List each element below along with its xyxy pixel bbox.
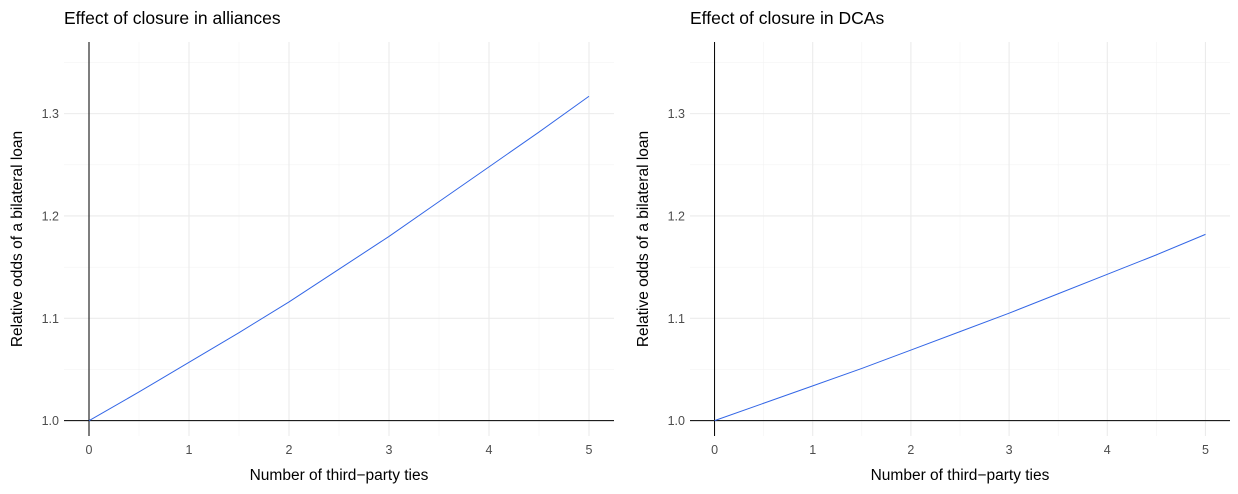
x-tick-label: 4 [486, 443, 493, 457]
x-tick-label: 1 [186, 443, 193, 457]
x-tick-label: 2 [286, 443, 293, 457]
y-tick-label: 1.0 [42, 414, 59, 428]
y-tick-label: 1.2 [42, 209, 59, 223]
chart-panel-dcas: 0 1 2 3 4 5 1.0 1.1 1.2 1.3 Effect of closure in D… [635, 8, 1230, 484]
y-tick-label: 1.3 [668, 107, 685, 121]
chart-title: Effect of closure in alliances [64, 8, 281, 28]
x-tick-label: 1 [809, 443, 816, 457]
series-line [714, 233, 1206, 422]
x-tick-label: 3 [1006, 443, 1013, 457]
x-tick-label: 5 [1202, 443, 1209, 457]
y-tick-label: 1.1 [668, 312, 685, 326]
y-tick-label: 1.1 [42, 312, 59, 326]
y-tick-label: 1.0 [668, 414, 685, 428]
x-tick-label: 0 [711, 443, 718, 457]
x-tick-label: 5 [586, 443, 593, 457]
series-line [88, 95, 590, 422]
chart-title: Effect of closure in DCAs [690, 8, 884, 28]
chart-panel-alliances: 0 1 2 3 4 5 1.0 1.1 1.2 1.3 Effect of closure in a… [9, 8, 614, 484]
y-axis-title: Relative odds of a bilateral loan [9, 131, 26, 347]
x-tick-label: 3 [386, 443, 393, 457]
y-tick-label: 1.2 [668, 209, 685, 223]
x-axis-title: Number of third−party ties [250, 467, 429, 484]
x-axis-title: Number of third−party ties [871, 467, 1050, 484]
x-tick-label: 4 [1104, 443, 1111, 457]
x-tick-label: 2 [907, 443, 914, 457]
y-tick-label: 1.3 [42, 107, 59, 121]
y-axis-title: Relative odds of a bilateral loan [635, 131, 652, 347]
x-tick-label: 0 [86, 443, 93, 457]
